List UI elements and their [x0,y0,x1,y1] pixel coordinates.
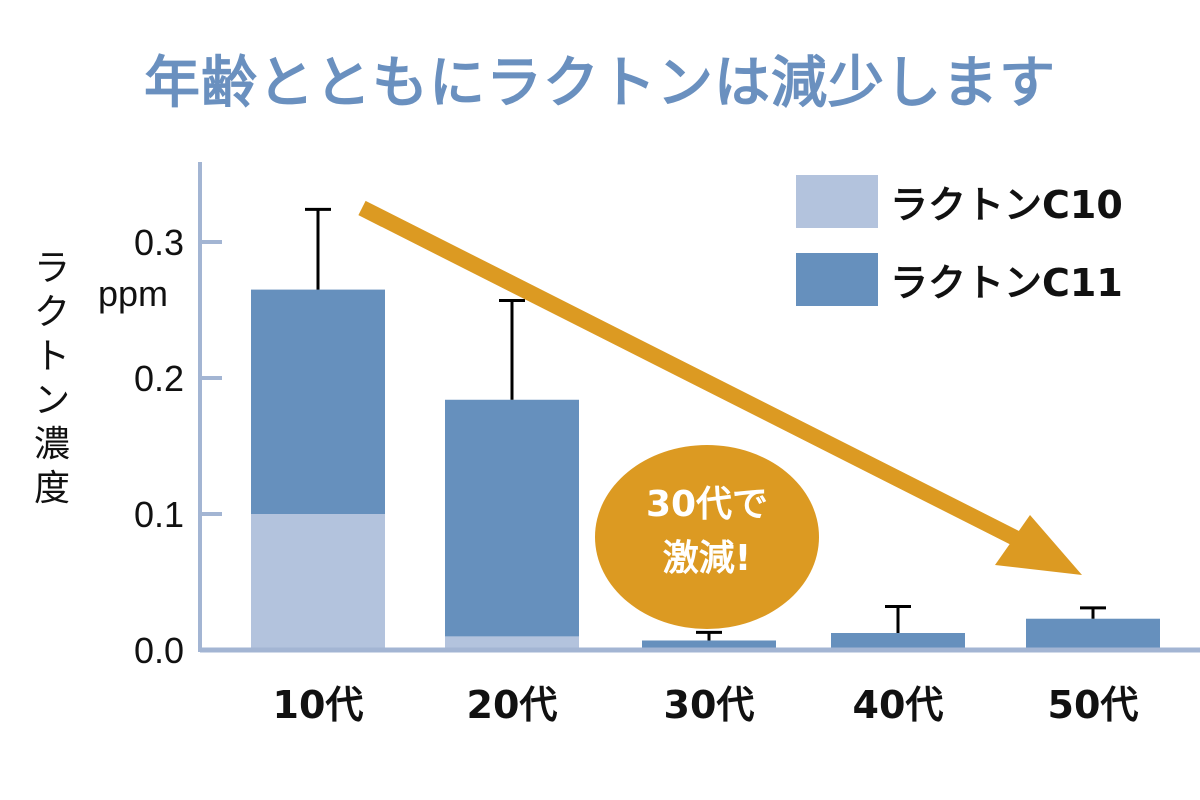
bar-c10-2 [445,636,579,650]
x-tick-label: 20代 [467,683,558,727]
legend-swatch [796,253,878,306]
x-tick-label: 40代 [853,683,944,727]
chart-title: 年齢とともにラクトンは減少します [144,51,1056,116]
bar-c10-1 [251,514,385,650]
x-tick-label: 10代 [273,683,364,727]
bar-c11-3 [642,640,776,650]
callout-line1: 30代で [646,484,768,525]
bar-c11-4 [831,633,965,650]
callout-bubble: 30代で 激減! [595,445,819,629]
bar-c11-5 [1026,618,1160,650]
y-tick-label: 0.1 [134,494,184,535]
callout-line2: 激減! [663,538,751,579]
trend-arrow [358,200,1082,575]
y-tick-label: 0.2 [134,358,184,399]
x-tick-label: 30代 [664,683,755,727]
y-unit-label: ppm [98,273,168,314]
legend-label: ラクトンC11 [890,261,1123,305]
bar-c11-2 [445,399,579,637]
y-axis-label: ラクトン濃度 [34,248,70,509]
x-tick-label: 50代 [1048,683,1139,727]
y-tick-label: 0.0 [134,630,184,671]
bar-c11-1 [251,289,385,514]
legend-label: ラクトンC10 [890,183,1123,227]
y-tick-label: 0.3 [134,222,184,263]
legend-swatch [796,175,878,228]
